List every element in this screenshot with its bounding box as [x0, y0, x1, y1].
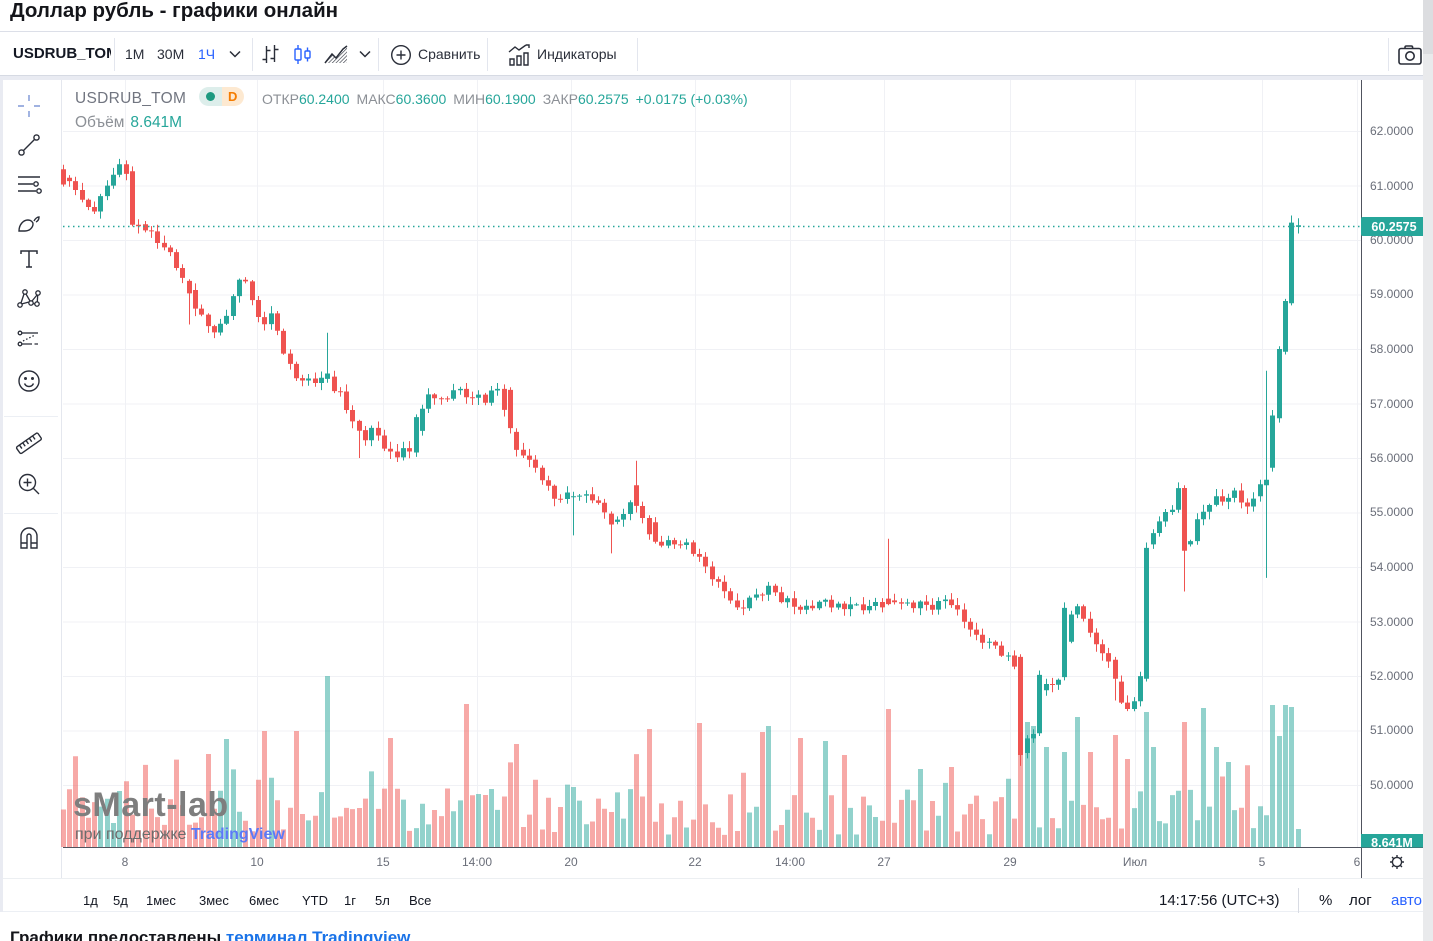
svg-text:53.0000: 53.0000 — [1370, 615, 1414, 629]
svg-text:Июл: Июл — [1123, 855, 1147, 869]
svg-text:10: 10 — [250, 855, 264, 869]
svg-text:62.0000: 62.0000 — [1370, 124, 1414, 138]
svg-text:61.0000: 61.0000 — [1370, 179, 1414, 193]
svg-text:14:00: 14:00 — [462, 855, 492, 869]
svg-text:57.0000: 57.0000 — [1370, 397, 1414, 411]
svg-text:59.0000: 59.0000 — [1370, 287, 1414, 301]
svg-text:8.641M: 8.641M — [1371, 836, 1413, 850]
svg-text:14:00: 14:00 — [775, 855, 805, 869]
svg-text:51.0000: 51.0000 — [1370, 723, 1414, 737]
svg-text:15: 15 — [376, 855, 390, 869]
svg-text:55.0000: 55.0000 — [1370, 505, 1414, 519]
svg-text:60.2575: 60.2575 — [1371, 220, 1416, 234]
svg-text:60.0000: 60.0000 — [1370, 233, 1414, 247]
svg-text:6: 6 — [1354, 855, 1361, 869]
svg-text:56.0000: 56.0000 — [1370, 451, 1414, 465]
svg-text:5: 5 — [1259, 855, 1266, 869]
svg-text:58.0000: 58.0000 — [1370, 342, 1414, 356]
svg-text:29: 29 — [1003, 855, 1017, 869]
svg-text:54.0000: 54.0000 — [1370, 560, 1414, 574]
svg-text:27: 27 — [877, 855, 891, 869]
svg-text:20: 20 — [564, 855, 578, 869]
svg-text:8: 8 — [122, 855, 129, 869]
svg-text:50.0000: 50.0000 — [1370, 778, 1414, 792]
svg-text:22: 22 — [688, 855, 702, 869]
svg-text:52.0000: 52.0000 — [1370, 669, 1414, 683]
